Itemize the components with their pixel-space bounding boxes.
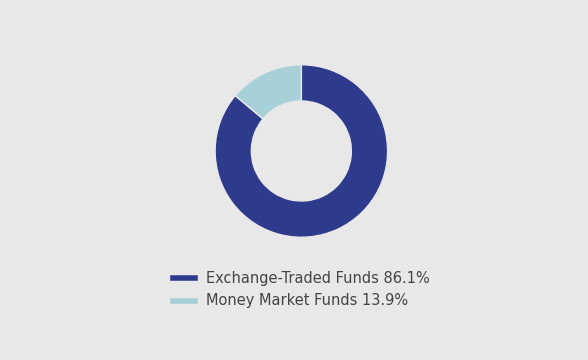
Legend: Exchange-Traded Funds 86.1%, Money Market Funds 13.9%: Exchange-Traded Funds 86.1%, Money Marke… xyxy=(168,266,435,312)
Wedge shape xyxy=(235,65,302,119)
Wedge shape xyxy=(215,65,387,237)
